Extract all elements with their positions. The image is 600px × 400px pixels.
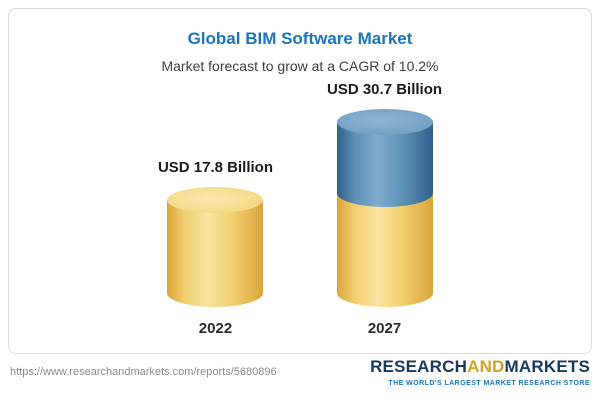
researchandmarkets-logo: RESEARCHANDMARKETS THE WORLD'S LARGEST M… <box>370 357 590 387</box>
chart-subtitle: Market forecast to grow at a CAGR of 10.… <box>161 58 439 74</box>
axis-label-2027: 2027 <box>367 320 402 337</box>
logo-word-and: AND <box>467 357 505 376</box>
report-url: https://www.researchandmarkets.com/repor… <box>10 366 277 378</box>
bar-2027-top-cap <box>336 109 433 135</box>
bar-2022-top-cap <box>167 187 264 213</box>
bar-group-2022: USD 17.8 Billion 2022 <box>158 159 273 337</box>
logo-wordmark: RESEARCHANDMARKETS <box>370 357 590 377</box>
bar-2022-body <box>167 187 264 307</box>
footer: https://www.researchandmarkets.com/repor… <box>10 357 590 387</box>
value-label-2022: USD 17.8 Billion <box>157 159 273 176</box>
bar-2027-growth-segment <box>336 122 433 207</box>
chart-title: Global BIM Software Market <box>187 29 413 48</box>
axis-label-2022: 2022 <box>198 320 233 337</box>
chart-card: Global BIM Software Market Market foreca… <box>8 8 592 354</box>
bar-2027-stack <box>336 109 433 307</box>
value-label-2027: USD 30.7 Billion <box>327 81 443 98</box>
chart-area: USD 17.8 Billion 2022 USD 30.7 Billion 2… <box>9 74 591 353</box>
bar-2027-base-segment <box>336 193 433 307</box>
logo-word-markets: MARKETS <box>504 357 590 376</box>
logo-tagline: THE WORLD'S LARGEST MARKET RESEARCH STOR… <box>388 379 590 387</box>
logo-word-research: RESEARCH <box>370 357 468 376</box>
bar-group-2027: USD 30.7 Billion 2027 <box>327 81 442 337</box>
